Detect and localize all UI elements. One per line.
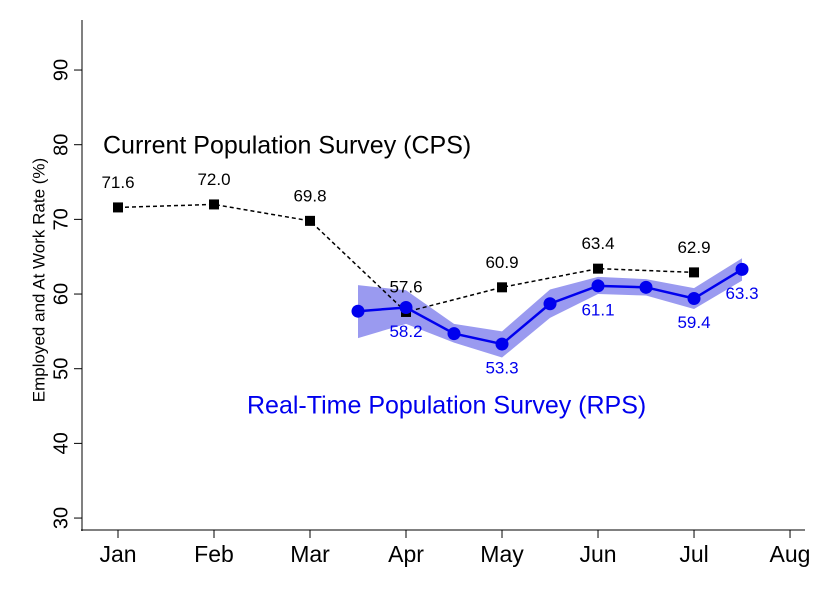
- value-label: 53.3: [485, 359, 518, 378]
- rps-annotation: Real-Time Population Survey (RPS): [247, 392, 646, 420]
- value-label: 72.0: [197, 170, 230, 189]
- cps-point: [689, 267, 700, 278]
- y-tick-label: 80: [50, 134, 72, 156]
- x-tick-label: Jun: [579, 541, 616, 567]
- value-label: 62.9: [677, 238, 710, 257]
- value-label: 63.3: [725, 284, 758, 303]
- x-tick-label: Jan: [99, 541, 136, 567]
- value-label: 63.4: [581, 234, 614, 253]
- x-tick-label: Apr: [388, 541, 424, 567]
- value-label: 69.8: [293, 186, 326, 205]
- y-tick-label: 30: [50, 507, 72, 529]
- y-tick-label: 90: [50, 59, 72, 81]
- rps-point: [543, 297, 557, 311]
- x-tick-label: May: [480, 541, 524, 567]
- x-tick-label: Aug: [770, 541, 811, 567]
- rps-point: [639, 280, 653, 294]
- y-tick-label: 40: [50, 432, 72, 454]
- rps-point: [399, 300, 413, 314]
- value-label: 58.2: [389, 322, 422, 341]
- cps-point: [593, 263, 604, 274]
- x-tick-label: Feb: [194, 541, 234, 567]
- rps-point: [351, 304, 365, 318]
- cps-annotation: Current Population Survey (CPS): [103, 132, 471, 160]
- x-tick-label: Jul: [679, 541, 708, 567]
- cps-point: [209, 199, 220, 210]
- y-tick-label: 70: [50, 208, 72, 230]
- y-axis-label: Employed and At Work Rate (%): [29, 158, 48, 402]
- cps-point: [497, 282, 508, 293]
- value-label: 59.4: [677, 313, 710, 332]
- value-label: 61.1: [581, 300, 614, 319]
- rps-point: [687, 292, 701, 306]
- rps-point: [495, 337, 509, 351]
- x-tick-label: Mar: [290, 541, 330, 567]
- rps-point: [735, 262, 749, 276]
- cps-point: [305, 215, 316, 226]
- cps-point: [113, 202, 124, 213]
- value-label: 57.6: [389, 277, 422, 296]
- rps-point: [591, 279, 605, 293]
- y-tick-label: 60: [50, 283, 72, 305]
- y-tick-label: 50: [50, 358, 72, 380]
- value-label: 60.9: [485, 253, 518, 272]
- rps-point: [447, 327, 461, 341]
- value-label: 71.6: [101, 173, 134, 192]
